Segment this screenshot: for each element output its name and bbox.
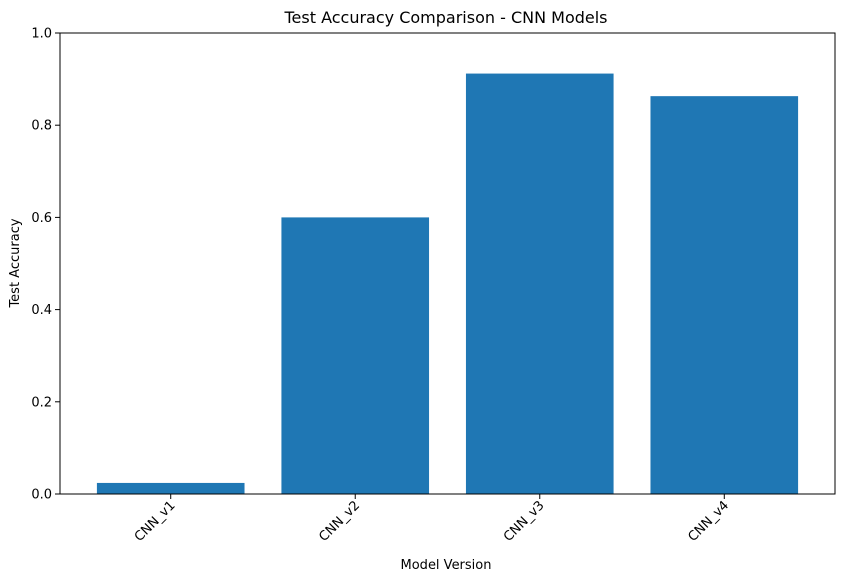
y-tick-label: 0.0 bbox=[31, 488, 52, 503]
plot-frame bbox=[59, 32, 836, 495]
y-axis-label: Test Accuracy bbox=[8, 218, 23, 308]
bar-cnn-v4 bbox=[650, 96, 799, 495]
bar-cnn-v2 bbox=[281, 217, 430, 494]
bar-cnn-v1 bbox=[96, 482, 245, 494]
y-tick-label: 0.4 bbox=[31, 303, 52, 318]
y-tick-label: 0.2 bbox=[31, 395, 52, 410]
y-ticks-group: 0.0 0.2 0.4 0.6 0.8 1.0 bbox=[31, 27, 60, 503]
bars-group bbox=[96, 73, 799, 495]
x-axis-label: Model Version bbox=[401, 558, 492, 573]
y-tick-label: 0.6 bbox=[31, 211, 52, 226]
bar-cnn-v3 bbox=[465, 73, 614, 495]
y-tick-label: 0.8 bbox=[31, 119, 52, 134]
y-tick-label: 1.0 bbox=[31, 27, 52, 42]
chart-title: Test Accuracy Comparison - CNN Models bbox=[283, 8, 607, 27]
